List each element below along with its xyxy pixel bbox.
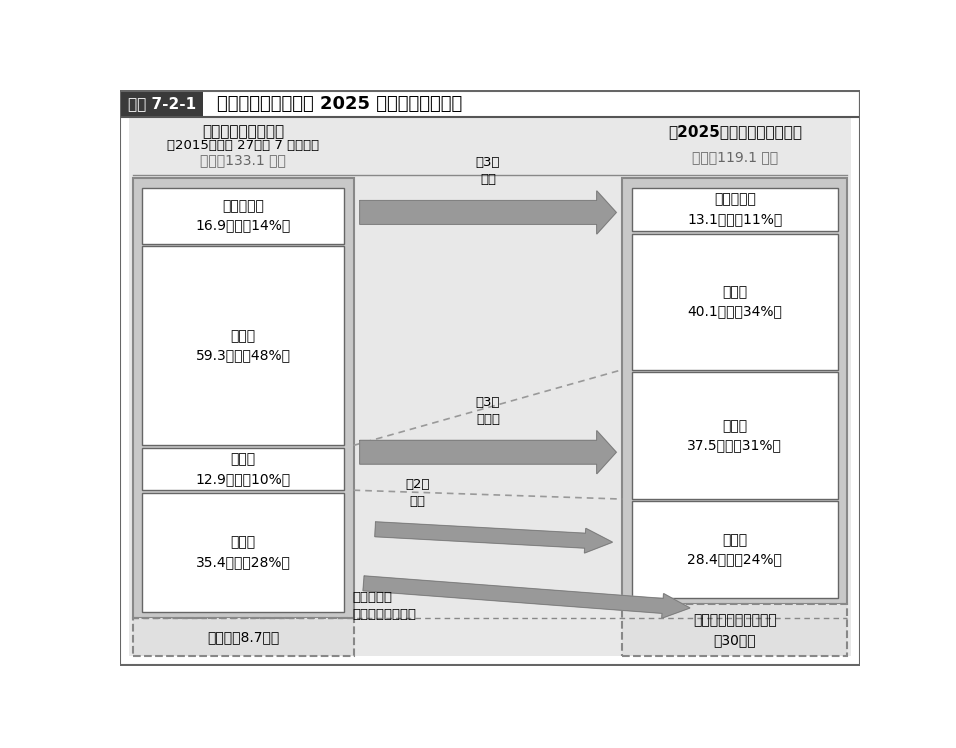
Text: 介護施設、在宅医療等
約30万人: 介護施設、在宅医療等 約30万人 [693,613,776,647]
Bar [632,188,837,231]
Text: 約3割
縮減: 約3割 縮減 [476,156,500,186]
Bar [622,178,847,604]
Text: 回復期
12.9万床（10%）: 回復期 12.9万床（10%） [196,453,291,485]
Text: （2015（平成 27）年 7 月現在）: （2015（平成 27）年 7 月現在） [167,138,319,152]
Bar [622,604,847,657]
Text: 合計　133.1 万床: 合計 133.1 万床 [200,153,286,168]
Polygon shape [359,431,617,473]
Bar [632,372,837,499]
Bar [632,233,837,370]
Bar [142,246,344,445]
Text: 地域医療構想による 2025 年の病床の必要量: 地域医療構想による 2025 年の病床の必要量 [217,94,463,113]
Bar [632,501,837,598]
Text: 急性期
59.3万床（48%）: 急性期 59.3万床（48%） [196,329,291,362]
Text: 高度急性期
13.1万床（11%）: 高度急性期 13.1万床（11%） [687,193,782,226]
Bar [142,188,344,244]
Text: 慢性期
28.4万床（24%）: 慢性期 28.4万床（24%） [687,533,782,567]
Text: 回復期
37.5万床（31%）: 回復期 37.5万床（31%） [687,419,782,453]
Text: 図表 7-2-1: 図表 7-2-1 [128,96,196,111]
Text: 介護施設、
在宅医療等に転換: 介護施設、 在宅医療等に転換 [352,591,416,621]
Bar [133,178,354,618]
Text: 約2割
縮減: 約2割 縮減 [405,478,430,508]
Bar [120,90,860,117]
Text: 【足元の病床機能】: 【足元の病床機能】 [202,124,284,139]
Text: 慢性期
35.4万床（28%）: 慢性期 35.4万床（28%） [196,536,291,569]
Bar [133,618,354,657]
Text: 高度急性期
16.9万床（14%）: 高度急性期 16.9万床（14%） [195,199,291,233]
Bar [121,91,204,116]
Text: 【2025年の病床の必要量】: 【2025年の病床の必要量】 [668,124,802,139]
Bar [142,448,344,490]
Text: 休眠等　8.7万床: 休眠等 8.7万床 [207,631,279,644]
Polygon shape [359,191,617,234]
Bar [142,492,344,612]
Text: 急性期
40.1万床（34%）: 急性期 40.1万床（34%） [687,285,782,319]
Polygon shape [363,576,690,618]
Text: 合計　119.1 万床: 合計 119.1 万床 [692,150,778,165]
Text: 約3倍
に拡充: 約3倍 に拡充 [476,396,500,426]
Polygon shape [375,522,613,553]
